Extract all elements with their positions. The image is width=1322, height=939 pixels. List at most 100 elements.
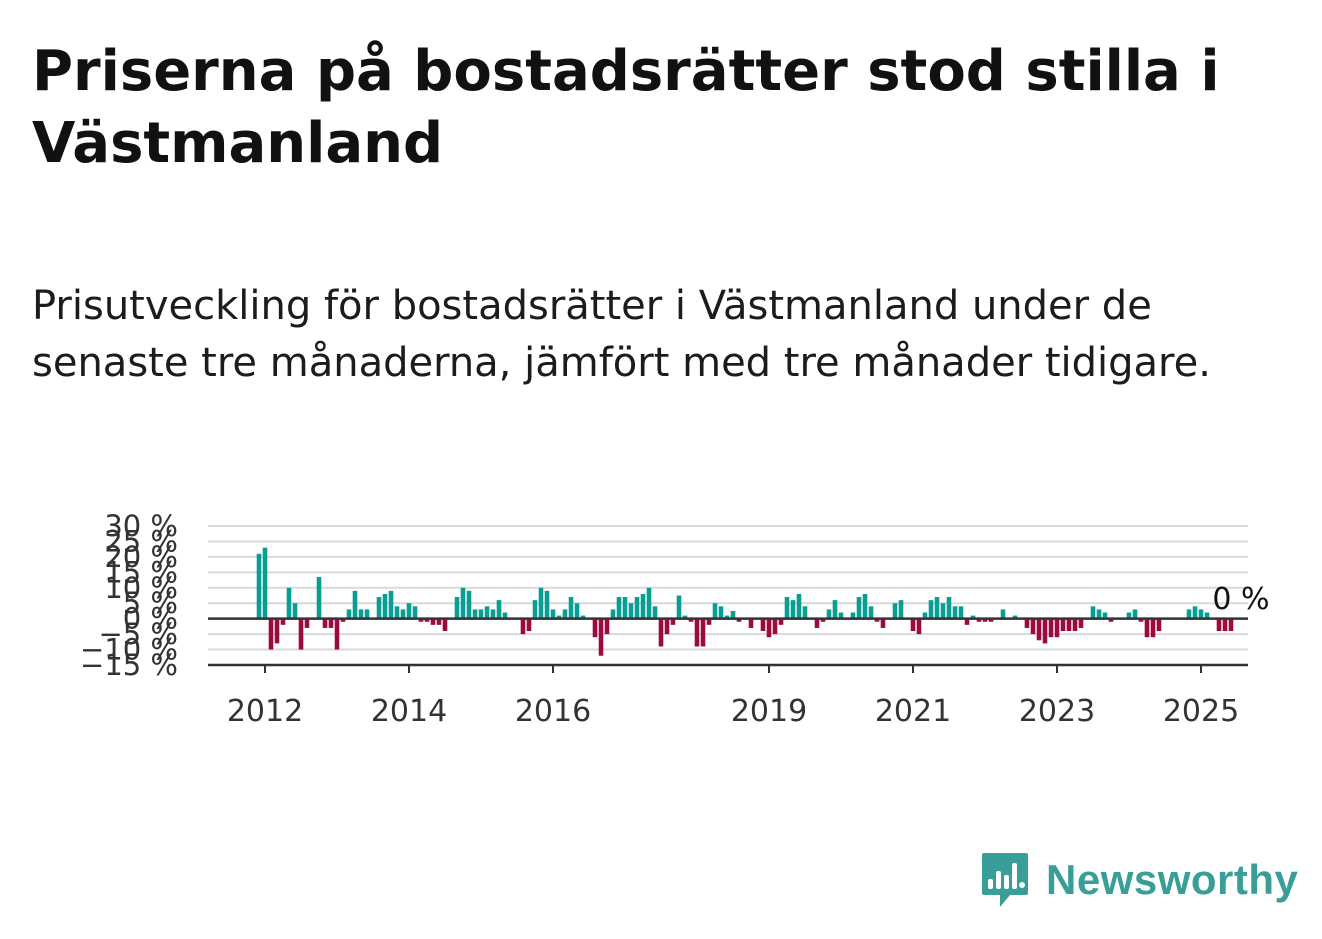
bar — [670, 618, 676, 625]
y-tick-label: −10 % — [80, 633, 178, 667]
bar — [658, 618, 664, 647]
bar — [478, 609, 484, 619]
bar — [736, 618, 742, 622]
newsworthy-logo: Newsworthy — [980, 850, 1298, 910]
bar — [1030, 618, 1036, 635]
bar — [334, 618, 340, 650]
bar — [1048, 618, 1054, 638]
bar — [544, 590, 550, 619]
last-value-label: 0 % — [1212, 582, 1269, 617]
bar — [316, 576, 322, 619]
bar-series — [256, 547, 1234, 656]
bar — [922, 612, 928, 619]
bar — [916, 618, 922, 635]
bar — [424, 618, 430, 622]
bar — [1102, 612, 1108, 619]
bar — [712, 603, 718, 619]
bar — [568, 597, 574, 619]
bar — [418, 618, 424, 622]
bar — [322, 618, 328, 628]
bar — [340, 618, 346, 622]
bar — [1072, 618, 1078, 632]
bar — [1228, 618, 1234, 632]
bar — [724, 615, 730, 619]
x-tick-label: 2012 — [227, 694, 303, 729]
bar — [772, 618, 778, 635]
y-tick-label: 25 % — [104, 524, 178, 558]
x-tick-label: 2016 — [515, 694, 591, 729]
bar — [400, 609, 406, 619]
bar — [790, 600, 796, 619]
y-tick-label: 30 % — [104, 509, 178, 543]
bar — [346, 609, 352, 619]
bar — [784, 597, 790, 619]
bar — [730, 610, 736, 619]
bar — [1066, 618, 1072, 632]
bar — [1150, 618, 1156, 638]
x-tick-label: 2019 — [731, 694, 807, 729]
bar — [1054, 618, 1060, 638]
bar — [718, 606, 724, 619]
y-tick-label: 15 % — [104, 555, 178, 589]
bar — [496, 600, 502, 619]
x-tick-label: 2014 — [371, 694, 447, 729]
bar — [1222, 618, 1228, 632]
bar — [460, 587, 466, 619]
bar — [1024, 618, 1030, 628]
bar-chart: 30 %25 %20 %15 %10 %5 %0 %−5 %−10 %−15 %… — [80, 509, 1270, 729]
bar — [652, 606, 658, 619]
bar — [256, 553, 262, 619]
bar — [622, 597, 628, 619]
bar — [352, 590, 358, 619]
bar — [484, 606, 490, 619]
bar — [982, 618, 988, 622]
bar — [556, 615, 562, 619]
bar — [820, 618, 826, 622]
bar — [934, 597, 940, 619]
bar — [364, 609, 370, 619]
bar — [328, 618, 334, 628]
bar — [946, 597, 952, 619]
bar — [454, 597, 460, 619]
bar — [958, 606, 964, 619]
bar — [838, 612, 844, 619]
bar — [766, 618, 772, 638]
y-tick-label: 5 % — [123, 586, 178, 620]
bar — [526, 618, 532, 632]
bar — [286, 587, 292, 619]
bar — [1138, 618, 1144, 622]
bar — [682, 615, 688, 619]
bar — [280, 618, 286, 625]
bar — [748, 618, 754, 628]
y-tick-label: 0 % — [123, 602, 178, 636]
bar — [550, 609, 556, 619]
bar — [1090, 606, 1096, 619]
bar — [598, 618, 604, 656]
bar — [610, 609, 616, 619]
bar — [952, 606, 958, 619]
bar — [1144, 618, 1150, 638]
bar — [1132, 609, 1138, 619]
bar — [466, 590, 472, 619]
bar — [676, 595, 682, 619]
bar — [796, 593, 802, 619]
bar — [664, 618, 670, 635]
bar — [304, 618, 310, 628]
bar — [388, 590, 394, 619]
y-tick-label: 10 % — [104, 571, 178, 605]
bar — [580, 615, 586, 619]
bar — [802, 606, 808, 619]
bar — [1186, 609, 1192, 619]
bar — [604, 618, 610, 635]
bar — [880, 618, 886, 628]
bar — [538, 587, 544, 619]
bar — [502, 612, 508, 619]
y-tick-label: −5 % — [98, 617, 178, 651]
bar — [1042, 618, 1048, 644]
bar — [406, 603, 412, 619]
bar — [274, 618, 280, 644]
bar — [412, 606, 418, 619]
bar — [856, 597, 862, 619]
bar — [1198, 609, 1204, 619]
y-tick-label: 20 % — [104, 540, 178, 574]
